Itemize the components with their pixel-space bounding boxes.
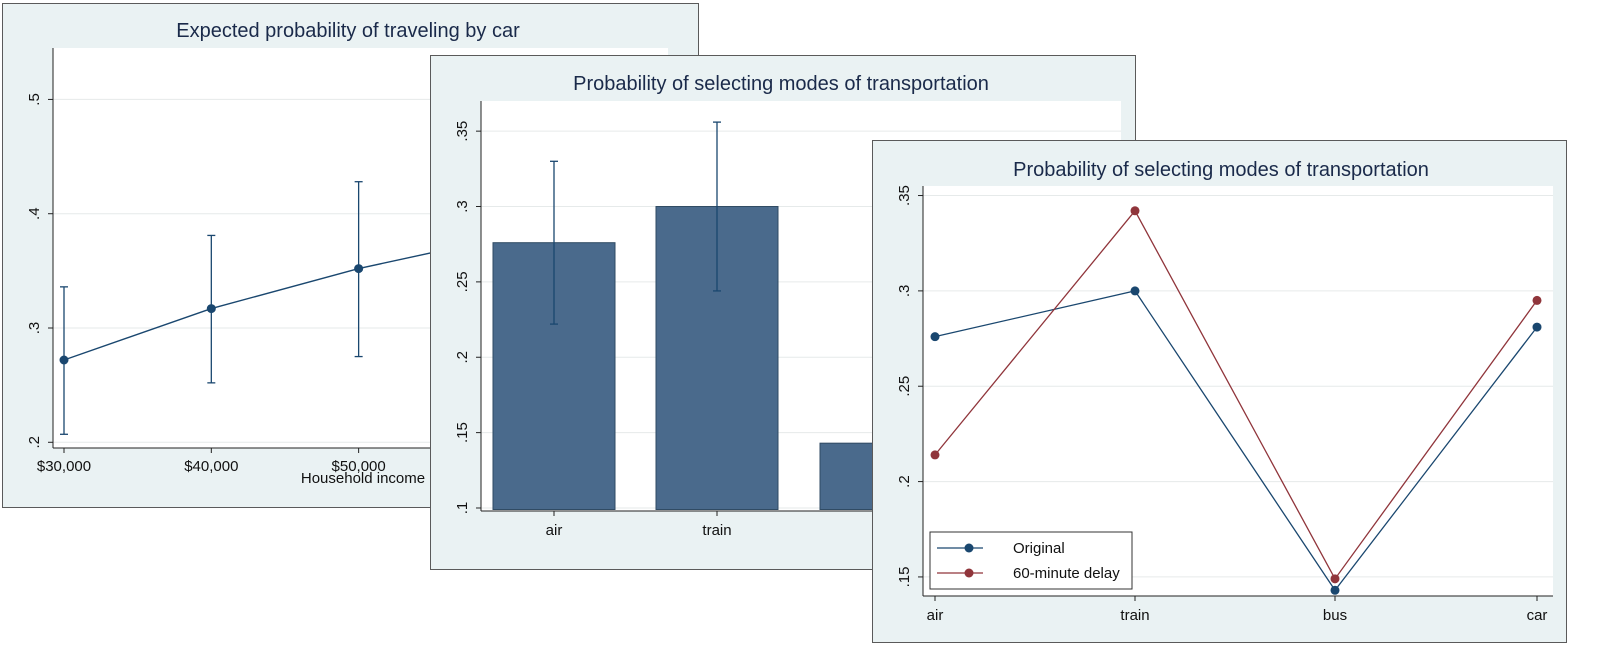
line-chart-panel: .15 .2 .25 .3 .35 air train bus car Probability… (872, 140, 1567, 643)
x-tick-label: air (546, 522, 563, 539)
legend-marker-original (964, 543, 974, 553)
series-line (63, 251, 433, 361)
data-point (59, 355, 69, 365)
legend-label-original: Original (1013, 540, 1065, 557)
data-point (930, 332, 940, 342)
x-tick-label: train (702, 522, 731, 539)
legend-label-delay: 60-minute delay (1013, 565, 1120, 582)
x-axis-label: Household income (301, 470, 425, 487)
y-tick-label: .35 (896, 185, 913, 206)
data-point (1330, 574, 1340, 584)
y-tick-label: .15 (454, 422, 471, 443)
data-point (206, 304, 216, 314)
y-tick-label: .35 (454, 121, 471, 142)
data-point (1130, 206, 1140, 216)
x-tick-label: $40,000 (184, 458, 238, 475)
y-tick-label: .25 (896, 376, 913, 397)
legend-box (929, 531, 1133, 590)
series-line-1 (934, 209, 1538, 581)
y-tick-label: .5 (26, 93, 43, 106)
y-tick-label: .3 (896, 285, 913, 298)
data-point (1532, 322, 1542, 332)
chart-title: Probability of selecting modes of transp… (573, 73, 989, 95)
y-tick-label: .2 (896, 475, 913, 488)
plot-area (923, 186, 1553, 596)
y-tick-label: .1 (454, 502, 471, 515)
y-tick-label: .2 (26, 436, 43, 449)
y-tick-label: .4 (26, 207, 43, 220)
x-tick-label: $30,000 (37, 458, 91, 475)
data-point (354, 264, 364, 274)
data-point (930, 450, 940, 460)
legend-marker-delay (964, 568, 974, 578)
chart-title: Probability of selecting modes of transp… (1013, 159, 1429, 181)
x-tick-label: $50,000 (332, 458, 386, 475)
y-tick-label: .3 (26, 322, 43, 335)
y-tick-label: .3 (454, 200, 471, 213)
chart-title: Expected probability of traveling by car (176, 20, 520, 42)
x-tick-label: car (1527, 607, 1548, 624)
y-tick-label: .25 (454, 271, 471, 292)
legend: Original 60-minute delay (929, 531, 1133, 590)
data-point (1130, 286, 1140, 296)
y-tick-label: .15 (896, 567, 913, 588)
line-chart-svg: .15 .2 .25 .3 .35 air train bus car Probability… (896, 159, 1553, 624)
y-tick-label: .2 (454, 351, 471, 364)
series-line-0 (934, 290, 1538, 592)
x-tick-label: bus (1323, 607, 1347, 624)
data-point (1532, 295, 1542, 305)
x-tick-label: air (927, 607, 944, 624)
x-tick-label: train (1120, 607, 1149, 624)
data-point (1330, 585, 1340, 595)
